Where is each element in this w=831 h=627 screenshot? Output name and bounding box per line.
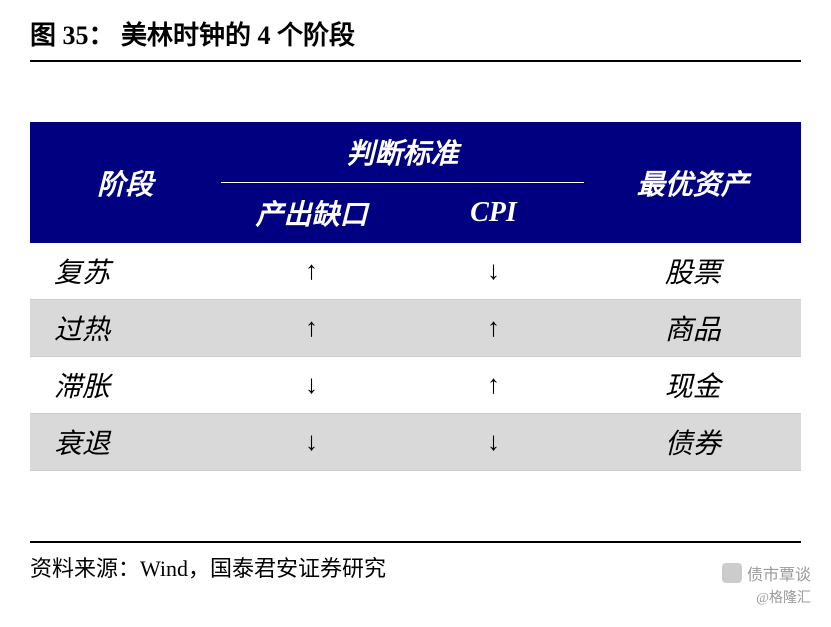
cell-asset: 现金 — [584, 357, 801, 414]
cell-cpi-arrow: ↓ — [403, 414, 585, 471]
cell-gap-arrow: ↓ — [221, 357, 403, 414]
cell-gap-arrow: ↓ — [221, 414, 403, 471]
cell-stage: 滞胀 — [30, 357, 221, 414]
merrill-clock-table: 阶段 判断标准 最优资产 产出缺口 CPI 复苏 ↑ ↓ 股票 过热 ↑ ↑ 商… — [30, 122, 801, 471]
cell-cpi-arrow: ↑ — [403, 357, 585, 414]
cell-gap-arrow: ↑ — [221, 243, 403, 300]
table-row: 滞胀 ↓ ↑ 现金 — [30, 357, 801, 414]
watermark-sub-text: @格隆汇 — [722, 587, 811, 607]
header-cpi: CPI — [403, 183, 585, 244]
cell-asset: 股票 — [584, 243, 801, 300]
table-row: 过热 ↑ ↑ 商品 — [30, 300, 801, 357]
header-asset: 最优资产 — [584, 122, 801, 243]
figure-container: 图 35： 美林时钟的 4 个阶段 阶段 判断标准 最优资产 产出缺口 CPI … — [0, 0, 831, 598]
cell-stage: 过热 — [30, 300, 221, 357]
figure-title: 图 35： 美林时钟的 4 个阶段 — [30, 15, 801, 62]
cell-asset: 商品 — [584, 300, 801, 357]
table-row: 衰退 ↓ ↓ 债券 — [30, 414, 801, 471]
table-row: 复苏 ↑ ↓ 股票 — [30, 243, 801, 300]
cell-stage: 复苏 — [30, 243, 221, 300]
table-body: 复苏 ↑ ↓ 股票 过热 ↑ ↑ 商品 滞胀 ↓ ↑ 现金 衰退 ↓ ↓ 债 — [30, 243, 801, 471]
table-header: 阶段 判断标准 最优资产 产出缺口 CPI — [30, 122, 801, 243]
wechat-icon — [722, 563, 742, 583]
watermark: 债市覃谈 @格隆汇 — [722, 561, 811, 607]
cell-cpi-arrow: ↑ — [403, 300, 585, 357]
source-footer: 资料来源：Wind，国泰君安证券研究 — [30, 541, 801, 583]
cell-gap-arrow: ↑ — [221, 300, 403, 357]
header-output-gap: 产出缺口 — [221, 183, 403, 244]
watermark-main-text: 债市覃谈 — [747, 561, 811, 585]
cell-stage: 衰退 — [30, 414, 221, 471]
cell-cpi-arrow: ↓ — [403, 243, 585, 300]
header-stage: 阶段 — [30, 122, 221, 243]
cell-asset: 债券 — [584, 414, 801, 471]
header-criteria: 判断标准 — [221, 122, 585, 183]
